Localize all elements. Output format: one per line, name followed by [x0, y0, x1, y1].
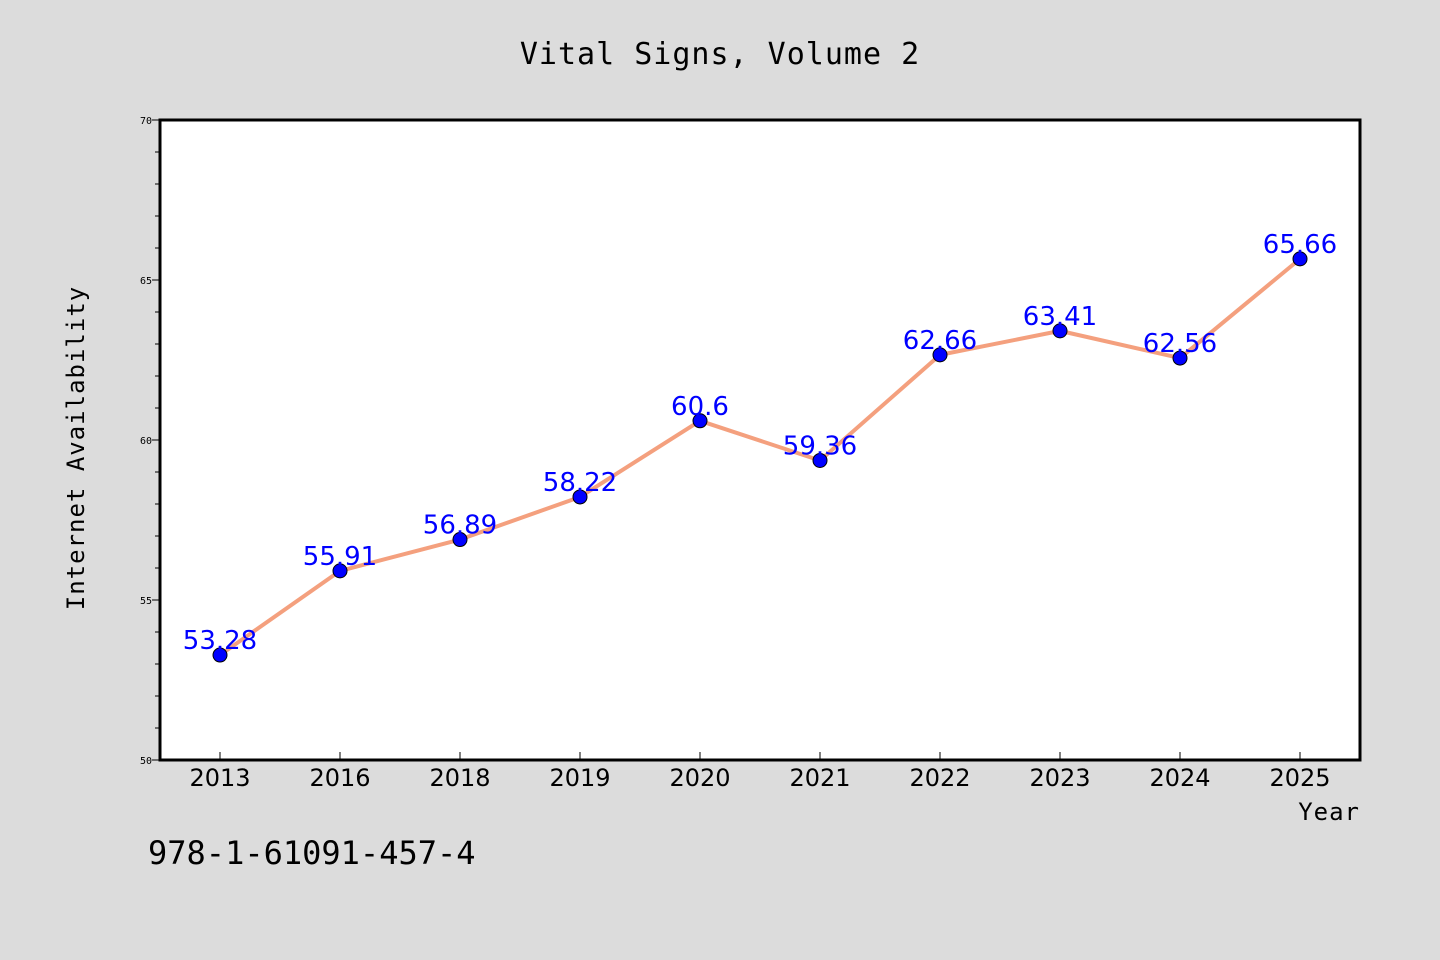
- x-axis: 2013 2016 2018 2019 2020 2021 2022 2023 2024 2025: [189, 752, 1331, 792]
- data-label: 56.89: [423, 511, 497, 541]
- data-label: 53.28: [183, 626, 257, 656]
- chart-title: Vital Signs, Volume 2: [520, 37, 920, 72]
- y-axis: 50 55 60 65 70: [140, 116, 160, 767]
- x-tick-label: 2019: [549, 764, 610, 792]
- data-label: 65.66: [1263, 230, 1337, 260]
- x-tick-label: 2023: [1029, 764, 1090, 792]
- data-label: 59.36: [783, 431, 857, 461]
- x-tick-label: 2020: [669, 764, 730, 792]
- x-tick-label: 2021: [789, 764, 850, 792]
- data-point: [572, 489, 588, 505]
- y-tick-label: 60: [140, 436, 152, 447]
- x-tick-label: 2022: [909, 764, 970, 792]
- data-label: 60.6: [671, 392, 729, 422]
- y-tick-label: 70: [140, 116, 152, 127]
- data-label: 62.56: [1143, 329, 1217, 359]
- data-point: [812, 452, 828, 468]
- data-point: [692, 413, 708, 429]
- y-axis-label: Internet Availability: [62, 286, 90, 610]
- x-tick-label: 2024: [1149, 764, 1210, 792]
- data-label: 63.41: [1023, 302, 1097, 332]
- data-label: 58.22: [543, 468, 617, 498]
- isbn-text: 978-1-61091-457-4: [148, 834, 476, 872]
- x-tick-label: 2025: [1269, 764, 1330, 792]
- data-point: [212, 647, 228, 663]
- data-point: [1172, 350, 1188, 366]
- series-line: [218, 256, 1302, 658]
- data-point: [1292, 251, 1308, 267]
- y-tick-label: 50: [140, 756, 152, 767]
- data-labels: 53.28 55.91 56.89 58.22 60.6 59.36 62.66 63.41 6…: [183, 230, 1337, 656]
- data-label: 55.91: [303, 542, 377, 572]
- y-tick-label: 55: [140, 596, 152, 607]
- x-tick-label: 2016: [309, 764, 370, 792]
- y-tick-label: 65: [140, 276, 152, 287]
- x-tick-label: 2018: [429, 764, 490, 792]
- data-point: [332, 563, 348, 579]
- data-point: [1052, 323, 1068, 339]
- data-label: 62.66: [903, 326, 977, 356]
- data-point: [932, 347, 948, 363]
- data-markers: [212, 251, 1308, 663]
- data-point: [452, 532, 468, 548]
- x-tick-label: 2013: [189, 764, 250, 792]
- x-axis-label: Year: [1298, 798, 1360, 826]
